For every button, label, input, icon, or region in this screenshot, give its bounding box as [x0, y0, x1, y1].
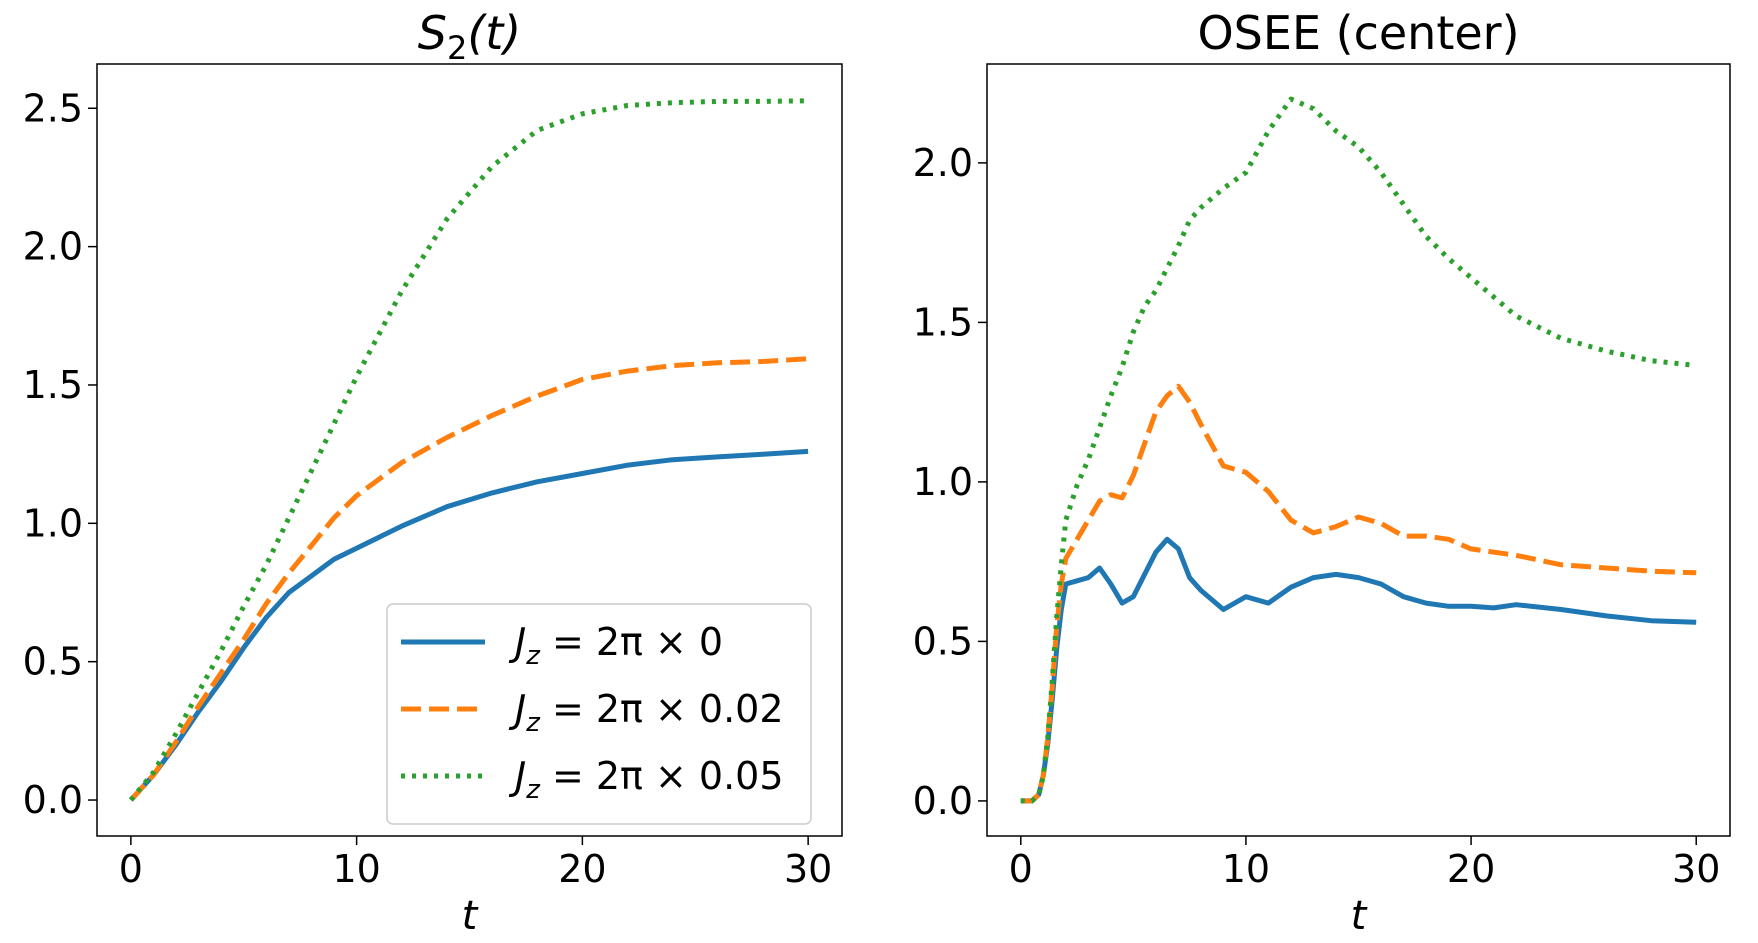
legend-label-subscript: z	[525, 641, 541, 671]
y-tick-label: 1.0	[913, 460, 973, 504]
legend-label-1: Jz = 2π × 0.02	[508, 687, 784, 738]
legend-label-rest: = 2π × 0.02	[540, 687, 784, 731]
x-tick-label: 30	[1672, 847, 1720, 891]
series-line-1	[1020, 383, 1697, 804]
y-tick-label: 2.0	[913, 141, 973, 185]
y-tick-label: 0.0	[23, 778, 83, 822]
x-axis-label: t	[462, 893, 479, 939]
chart-title: S2(t)	[418, 6, 522, 67]
x-axis-label: t	[1351, 893, 1368, 939]
y-tick-label: 0.5	[913, 619, 973, 663]
series-line-2	[128, 98, 809, 802]
legend-label-rest: = 2π × 0	[540, 620, 723, 664]
panel-osee: OSEE (center) 0 10 20 30 0.0 0.5 1.0 1.5 2.0 t	[913, 6, 1731, 939]
legend-box	[386, 603, 812, 825]
y-tick-label: 1.0	[23, 501, 83, 545]
chart-title: OSEE (center)	[1197, 6, 1519, 60]
legend-label-rest: = 2π × 0.05	[540, 754, 784, 798]
y-tick-label: 0.0	[913, 779, 973, 823]
chart-title-rest: (t)	[467, 6, 521, 60]
y-tick-label: 2.0	[23, 225, 83, 269]
legend-label-2: Jz = 2π × 0.05	[508, 754, 784, 805]
y-tick-label: 2.5	[23, 86, 83, 130]
x-tick-label: 0	[119, 847, 143, 891]
plot-frame	[96, 63, 843, 837]
legend-label-subscript: z	[525, 775, 541, 805]
y-tick-label: 1.5	[913, 300, 973, 344]
plot-frame	[986, 63, 1731, 837]
legend-label-0: Jz = 2π × 0	[508, 620, 723, 671]
y-tick-label: 0.5	[23, 640, 83, 684]
series-line-1	[129, 356, 809, 802]
chart-title-subscript: 2	[447, 29, 467, 67]
series-line-2	[1020, 96, 1697, 804]
x-tick-label: 10	[332, 847, 380, 891]
x-tick-label: 30	[784, 847, 832, 891]
panel-s2: S2(t) 0 10 20 30 0.0 0.5 1.0 1.5 2.0 2.5 t Jz = 2π ×…	[23, 6, 843, 939]
y-tick-label: 1.5	[23, 363, 83, 407]
chart-title-main: OSEE (center)	[1197, 6, 1519, 60]
series-line-0	[1020, 536, 1697, 804]
chart-title-main: S	[418, 6, 447, 60]
legend-label-subscript: z	[525, 708, 541, 738]
x-tick-label: 10	[1222, 847, 1270, 891]
x-tick-label: 0	[1009, 847, 1033, 891]
series-line-0	[129, 448, 809, 802]
x-tick-label: 20	[558, 847, 606, 891]
legend: Jz = 2π × 0 Jz = 2π × 0.02 Jz = 2π × 0.05	[386, 603, 812, 825]
x-tick-label: 20	[1447, 847, 1495, 891]
